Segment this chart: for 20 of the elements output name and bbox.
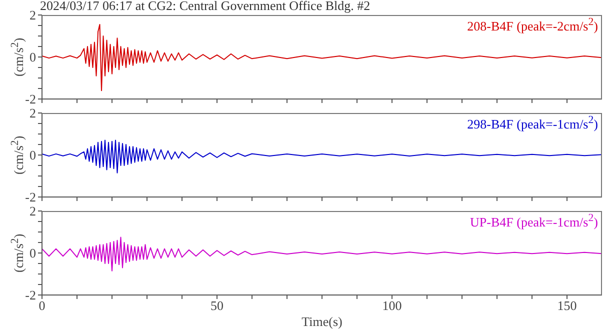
y-tick-label: 0: [30, 246, 36, 261]
y-tick-label: 2: [30, 106, 36, 121]
y-tick-label: -2: [25, 190, 36, 205]
y-tick-label: -2: [25, 288, 36, 303]
y-tick-label: -2: [25, 92, 36, 107]
y-tick-label: 2: [30, 8, 36, 23]
line-series: [42, 24, 602, 92]
x-axis-title: Time(s): [300, 314, 344, 330]
x-tick-label: 100: [382, 298, 402, 314]
line-series: [42, 236, 602, 272]
x-tick-label: 50: [210, 298, 224, 314]
line-series: [42, 140, 602, 174]
x-tick-label: 150: [557, 298, 577, 314]
y-tick-label: 0: [30, 148, 36, 163]
y-tick-label: 0: [30, 50, 36, 65]
annotation: 298-B4F (peak=-1cm/s$^{2}$): [467, 114, 598, 132]
chart-title: 2024/03/17 06:17 at CG2: Central Government Office Bldg. #2: [40, 0, 370, 14]
annotation: UP-B4F (peak=-1cm/s$^{2}$): [470, 212, 598, 230]
y-tick-label: 2: [30, 204, 36, 219]
annotation: 208-B4F (peak=-2cm/s$^{2}$): [467, 16, 598, 34]
